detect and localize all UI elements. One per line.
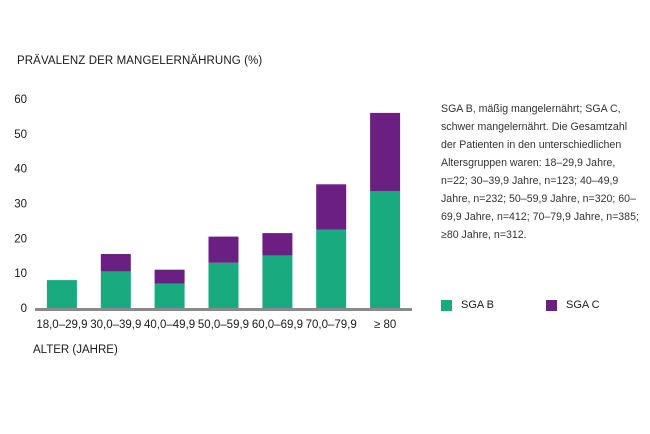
bar-sga-b [370,191,401,308]
legend-item-sga-c: SGA C [546,299,600,311]
bar-sga-c [208,236,239,263]
y-tick-label: 20 [14,233,27,245]
legend-label-sga-b: SGA B [461,299,495,311]
bar-sga-b [208,262,239,308]
legend-swatch-sga-c [546,299,557,311]
x-tick-label: 50,0–59,9 [198,319,249,331]
x-tick-label: ≥ 80 [374,319,396,331]
chart-title: PRÄVALENZ DER MANGELERNÄHRUNG (%) [17,55,263,67]
bar-sga-c [154,269,185,284]
y-tick-label: 60 [14,94,27,106]
bar-sga-b [262,255,293,309]
x-tick-label: 40,0–49,9 [144,319,195,331]
bar-sga-b [100,271,131,308]
bar-sga-c [316,184,347,230]
bar-sga-b [154,283,185,308]
bar-sga-b [46,280,77,308]
chart-note: SGA B, mäßig mangelernährt; SGA C, schwe… [441,103,639,241]
bar-sga-c [370,112,401,192]
bar-sga-c [262,233,293,256]
y-tick-label: 40 [14,164,27,176]
legend-label-sga-c: SGA C [566,299,600,311]
y-tick-label: 50 [14,129,27,141]
legend-swatch-sga-b [441,299,452,311]
x-tick-label: 18,0–29,9 [36,319,87,331]
bar-sga-b [316,229,347,308]
y-tick-label: 0 [21,303,27,315]
x-axis-label: ALTER (JAHRE) [33,344,118,356]
y-tick-label: 30 [14,199,27,211]
bar-sga-c [100,254,131,272]
y-tick-label: 10 [14,268,27,280]
x-axis-line [35,308,412,311]
legend-item-sga-b: SGA B [441,299,494,311]
x-tick-label: 30,0–39,9 [90,319,141,331]
x-tick-label: 60,0–69,9 [252,319,303,331]
x-tick-label: 70,0–79,9 [306,319,357,331]
